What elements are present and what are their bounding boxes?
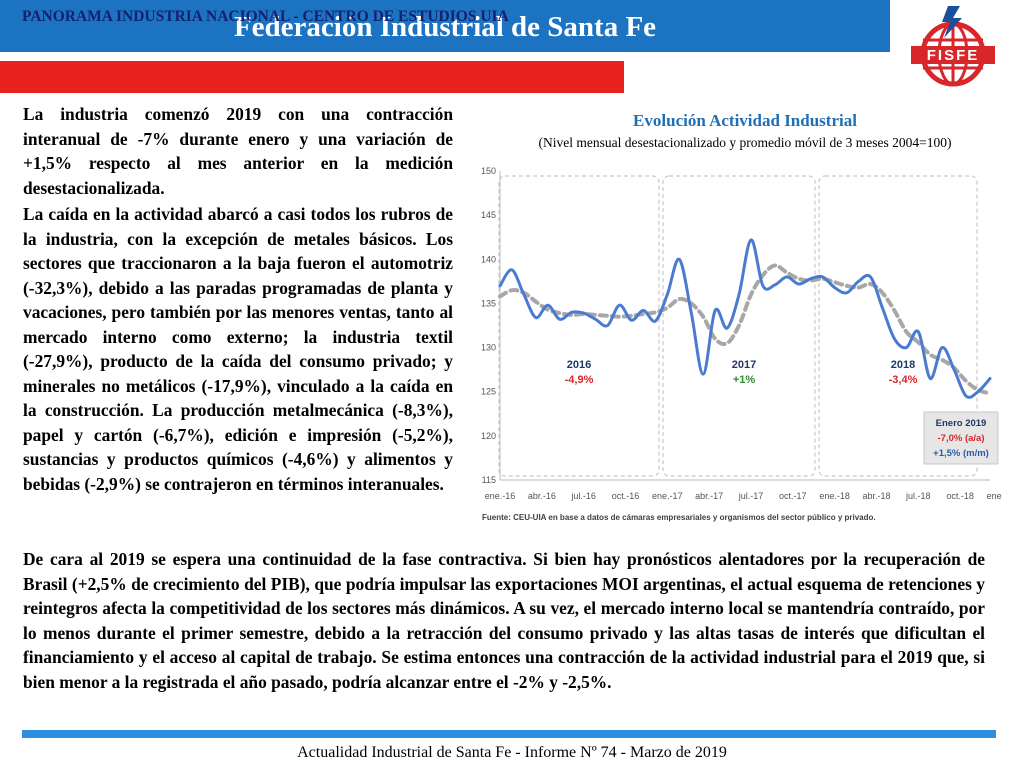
x-tick-label: jul.-17 (738, 491, 764, 501)
page-title: Federación Industrial de Santa Fe (233, 11, 657, 43)
chart-subtitle: (Nivel mensual desestacionalizado y prom… (538, 135, 952, 150)
year-panel-2016 (498, 175, 660, 477)
chart-source: Fuente: CEU-UIA en base a datos de cámar… (482, 513, 876, 522)
y-tick-label: 115 (482, 475, 496, 485)
y-tick-label: 145 (481, 210, 496, 220)
section-banner-text: PANORAMA INDUSTRIA NACIONAL - CENTRO DE … (22, 8, 509, 25)
x-tick-label: jul.-18 (905, 491, 931, 501)
outlook-paragraph: De cara al 2019 se espera una continuida… (23, 549, 985, 692)
y-tick-label: 130 (481, 343, 496, 353)
x-tick-label: abr.-16 (528, 491, 556, 501)
footer-bar (22, 730, 996, 738)
logo-text: FISFE (927, 47, 980, 64)
section-banner (0, 61, 624, 93)
year-panel-2017 (662, 175, 816, 477)
header-bar (0, 0, 890, 52)
x-tick-label: abr.-18 (862, 491, 890, 501)
annotation-2017-value: +1% (733, 374, 756, 386)
x-tick-label: ene.-16 (485, 491, 516, 501)
y-tick-label: 120 (481, 431, 496, 441)
x-tick-label: abr.-17 (695, 491, 723, 501)
callout-box (923, 411, 999, 465)
y-tick-label: 135 (481, 298, 496, 308)
callout-title: Enero 2019 (936, 418, 987, 429)
annotation-2018-value: -3,4% (889, 374, 918, 386)
sectors-paragraph: La caída en la actividad abarcó a casi t… (23, 204, 453, 494)
x-tick-label: oct.-17 (779, 491, 807, 501)
x-tick-label: oct.-16 (612, 491, 640, 501)
footer-text: Actualidad Industrial de Santa Fe - Info… (297, 744, 727, 761)
x-tick-label: ene.-17 (652, 491, 683, 501)
x-tick-label: ene.-19 (987, 491, 1002, 501)
annotation-2018-year: 2018 (891, 359, 915, 371)
intro-paragraph: La industria comenzó 2019 con una contra… (23, 104, 453, 198)
fisfe-logo: FISFE (911, 6, 995, 87)
callout-yoy: -7,0% (a/a) (938, 433, 985, 444)
annotation-2016-value: -4,9% (565, 374, 594, 386)
year-panel-2018 (818, 175, 978, 477)
chart-title: Evolución Actividad Industrial (633, 111, 857, 130)
y-tick-label: 150 (481, 166, 496, 176)
annotation-2017-year: 2017 (732, 359, 756, 371)
x-tick-label: jul.-16 (570, 491, 596, 501)
y-tick-label: 140 (481, 254, 496, 264)
annotation-2016-year: 2016 (567, 359, 591, 371)
y-tick-label: 125 (481, 387, 496, 397)
series-monthly-line (498, 238, 992, 399)
x-tick-label: ene.-18 (819, 491, 850, 501)
industrial-activity-chart: 115 120 125 130 135 140 145 150 ene.-16 abr.-16 j… (481, 166, 1002, 522)
logo-bolt-icon (942, 6, 962, 38)
x-tick-label: oct.-18 (946, 491, 974, 501)
callout-mom: +1,5% (m/m) (933, 448, 989, 459)
